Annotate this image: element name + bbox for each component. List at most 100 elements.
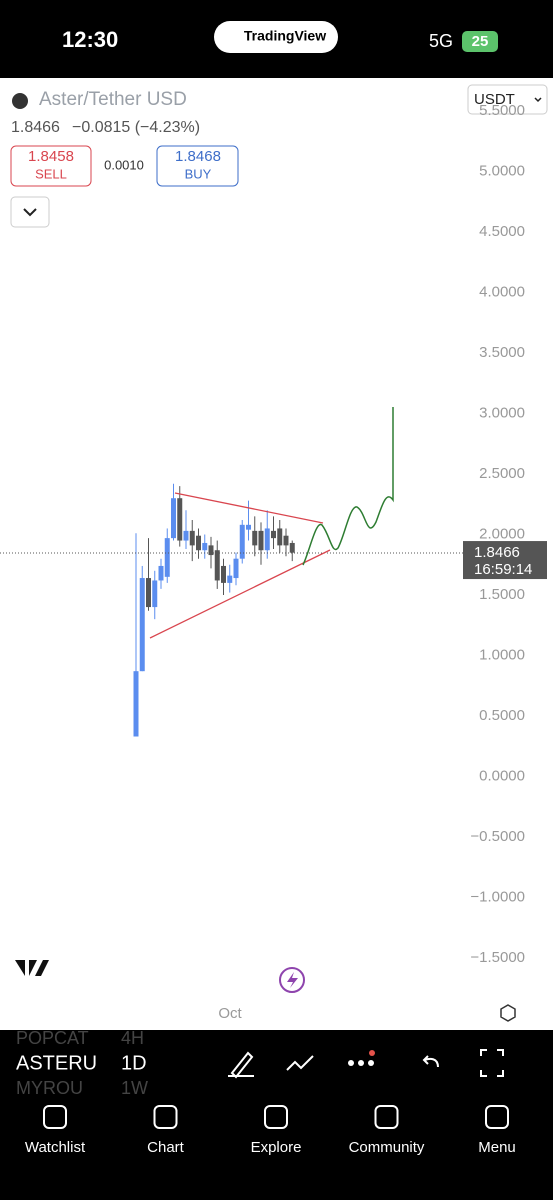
- candle-body: [133, 671, 139, 737]
- interval-option[interactable]: 4H: [121, 1028, 144, 1048]
- candle-body: [271, 530, 276, 539]
- battery-level: 25: [472, 33, 489, 50]
- price-label-box: [463, 541, 547, 580]
- y-tick-label: −1.0000: [470, 888, 525, 905]
- chevron: [534, 97, 542, 103]
- currency: USDT: [474, 91, 515, 108]
- y-tick-label: −0.5000: [470, 828, 525, 845]
- tab-bar: [0, 1095, 553, 1200]
- tab-icon[interactable]: [485, 1105, 509, 1129]
- tabs: Watchlist Chart Explore Community Menu: [25, 1105, 516, 1156]
- projection-drawing: [302, 407, 394, 566]
- candle-body: [283, 535, 289, 546]
- sell-label: SELL: [35, 166, 67, 181]
- y-tick-label: 1.0000: [479, 646, 525, 663]
- tab-label[interactable]: Watchlist: [25, 1139, 86, 1156]
- candle-body: [146, 578, 151, 608]
- app-pill: [214, 21, 338, 53]
- network: 5G: [429, 31, 453, 51]
- y-tick-label: 0.0000: [479, 767, 525, 784]
- y-tick-label: 3.0000: [479, 405, 525, 422]
- sell-price: 1.8458: [28, 148, 74, 165]
- fullscreen-tool[interactable]: [480, 1049, 504, 1077]
- symbol-option[interactable]: ASTERU: [16, 1052, 97, 1074]
- x-axis-label: Oct: [218, 1005, 242, 1022]
- buy-button[interactable]: [156, 145, 239, 187]
- tab-label[interactable]: Chart: [147, 1139, 185, 1156]
- y-tick-label: 0.5000: [479, 707, 525, 724]
- candle-body: [239, 524, 245, 559]
- draw-tool[interactable]: [228, 1051, 254, 1079]
- countdown: 16:59:14: [474, 561, 532, 578]
- tab-label[interactable]: Community: [349, 1139, 425, 1156]
- candle-body: [246, 524, 251, 530]
- candle-body: [202, 542, 208, 551]
- settings-icon[interactable]: [500, 1004, 516, 1022]
- currency-select[interactable]: [467, 84, 548, 115]
- symbol[interactable]: Aster/Tether USD: [39, 89, 187, 110]
- symbol-option[interactable]: MYROU: [16, 1078, 83, 1098]
- symbol-icon: [12, 93, 28, 109]
- undo-tool[interactable]: [422, 1055, 439, 1068]
- y-tick-label: 2.0000: [479, 525, 525, 542]
- y-tick-label: 4.5000: [479, 223, 525, 240]
- candle-body: [214, 550, 220, 581]
- sell-button[interactable]: [10, 145, 92, 187]
- pattern-tool[interactable]: [286, 1055, 314, 1071]
- battery: [462, 31, 498, 52]
- candle-body: [183, 530, 189, 541]
- last-price-label: 1.8466: [474, 544, 520, 561]
- badge: [369, 1050, 375, 1056]
- tradingview-logo: [15, 960, 49, 976]
- interval-option[interactable]: 1W: [121, 1078, 148, 1098]
- y-tick-label: 2.5000: [479, 465, 525, 482]
- candle-body: [196, 535, 201, 551]
- candle-body: [158, 565, 164, 581]
- candle-body: [289, 542, 295, 553]
- tab-icon[interactable]: [153, 1105, 178, 1129]
- time: 12:30: [62, 27, 118, 52]
- chevron: [23, 208, 37, 217]
- candle-body: [227, 575, 233, 583]
- candle-body: [164, 538, 170, 577]
- price: 1.8466: [11, 119, 60, 136]
- spread: 0.0010: [104, 157, 144, 172]
- tab-icon[interactable]: [43, 1105, 67, 1129]
- tab-icon[interactable]: [264, 1105, 288, 1129]
- y-tick-label: 5.5000: [479, 102, 525, 119]
- change: −0.0815 (−4.23%): [72, 119, 200, 136]
- toolbar: [0, 1030, 553, 1095]
- buy-price: 1.8468: [175, 148, 221, 165]
- plot: 5.5000 5.0000 4.5000 4.0000 3.5000 3.0000 2.50…: [0, 102, 553, 966]
- more-tool[interactable]: [348, 1060, 374, 1066]
- candle-body: [152, 580, 158, 608]
- y-tick-label: −1.5000: [470, 949, 525, 966]
- y-tick-label: 1.5000: [479, 586, 525, 603]
- y-tick-label: 4.0000: [479, 284, 525, 301]
- candle-body: [221, 565, 226, 583]
- tab-label[interactable]: Explore: [251, 1139, 302, 1156]
- app-name: TradingView: [244, 28, 326, 44]
- triangle-drawing: [149, 492, 331, 639]
- symbol-option[interactable]: POPCAT: [16, 1028, 89, 1048]
- interval-option[interactable]: 1D: [121, 1052, 147, 1074]
- y-tick-label: 5.0000: [479, 163, 525, 180]
- candle-body: [139, 578, 145, 672]
- lightning: [287, 972, 298, 988]
- expand-button[interactable]: [10, 196, 50, 228]
- lightning-button[interactable]: [279, 967, 305, 993]
- candle-body: [171, 498, 176, 539]
- tab-icon[interactable]: [374, 1105, 399, 1129]
- candle-body: [252, 530, 258, 546]
- candle-body: [264, 528, 270, 551]
- chart-area: [0, 78, 553, 1030]
- tab-label[interactable]: Menu: [478, 1139, 516, 1156]
- candle-body: [258, 530, 264, 551]
- candle-body: [177, 498, 183, 541]
- y-tick-label: 3.5000: [479, 344, 525, 361]
- candle-body: [189, 530, 195, 546]
- candle-body: [277, 528, 283, 546]
- buy-label: BUY: [185, 166, 212, 181]
- candle-body: [208, 545, 214, 556]
